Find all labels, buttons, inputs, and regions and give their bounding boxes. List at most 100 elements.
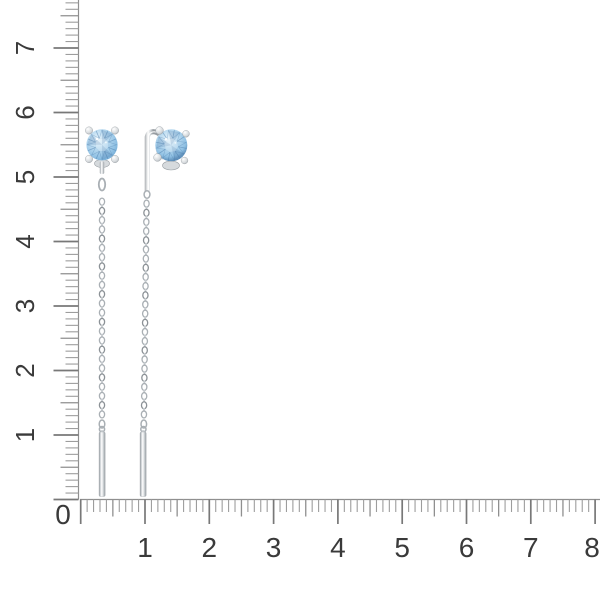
v-ruler-label-6: 6 <box>10 105 40 119</box>
chain-link <box>98 234 106 243</box>
v-ruler-label-2: 2 <box>10 363 40 377</box>
chain-link <box>98 336 106 345</box>
chain-link <box>98 299 106 308</box>
prong-ball <box>111 155 119 163</box>
chain-connector <box>143 352 146 357</box>
h-ruler-label-2: 2 <box>202 532 218 563</box>
chain-link <box>98 326 106 336</box>
chain-connector <box>101 259 103 264</box>
chain-connector <box>144 288 147 293</box>
chain-link <box>98 271 106 280</box>
chain-connector <box>101 380 103 384</box>
horizontal-ruler <box>79 498 600 524</box>
chain-link <box>98 243 106 253</box>
chain-link <box>143 217 150 227</box>
chain-connector <box>144 279 147 284</box>
chain-connector <box>144 316 147 321</box>
chain-connector <box>144 261 147 266</box>
chain-link <box>142 236 150 245</box>
left-chain-end-link <box>98 419 106 429</box>
chain-link <box>98 197 106 206</box>
h-ruler-label-6: 6 <box>459 532 475 563</box>
chain-connector <box>101 352 103 357</box>
right-hook-link <box>143 189 151 200</box>
chain-link <box>141 327 149 337</box>
chain-connector <box>144 297 147 302</box>
ruler-origin-label: 0 <box>55 499 71 530</box>
prong-ball <box>180 156 189 165</box>
chain-link <box>98 373 106 382</box>
chain-link <box>98 308 106 317</box>
prong-ball <box>85 155 93 163</box>
prong-ball <box>85 126 93 135</box>
chain-connector <box>101 232 103 236</box>
h-ruler-label-3: 3 <box>266 532 282 563</box>
right-earring-prongs <box>153 126 190 165</box>
chain-link <box>142 263 150 272</box>
chain-link <box>142 291 149 300</box>
v-ruler-label-1: 1 <box>10 428 40 442</box>
chain-connector <box>143 362 146 366</box>
chain-connector <box>143 407 145 412</box>
chain-link <box>98 354 106 364</box>
chain-link <box>143 199 150 208</box>
right-earring-basket-base <box>162 160 180 171</box>
prong-ball <box>153 153 162 162</box>
chain-link <box>98 391 106 401</box>
chain-link <box>141 382 148 392</box>
chain-connector <box>101 222 103 227</box>
chain-link <box>141 364 148 373</box>
chain-connector <box>101 370 103 375</box>
chain-connector <box>101 343 103 347</box>
chain-link <box>142 281 149 291</box>
chain-link <box>98 215 106 225</box>
h-ruler-label-5: 5 <box>394 532 410 563</box>
right-chain-end-link <box>140 419 148 429</box>
chain-connector <box>145 224 148 229</box>
right-earring-gemstone <box>155 129 188 162</box>
chain-link <box>140 401 148 410</box>
right-earring <box>139 126 190 497</box>
h-ruler-label-7: 7 <box>523 532 539 563</box>
chain-link <box>142 226 150 236</box>
chain-connector <box>144 307 147 311</box>
v-ruler-label-3: 3 <box>10 299 40 313</box>
left-earring-chain <box>98 197 106 419</box>
chain-link <box>98 382 106 391</box>
chain-link <box>141 346 148 355</box>
chain-link <box>98 410 106 419</box>
chain-connector <box>145 233 148 238</box>
v-ruler-label-4: 4 <box>10 234 40 248</box>
chain-link <box>141 336 149 346</box>
chain-connector <box>143 371 146 376</box>
v-ruler-label-5: 5 <box>10 170 40 184</box>
v-ruler-label-7: 7 <box>10 41 40 55</box>
h-ruler-label-1: 1 <box>137 532 153 563</box>
chain-connector <box>101 398 103 403</box>
chain-connector <box>101 269 103 273</box>
chain-link <box>141 309 149 318</box>
chain-link <box>98 400 106 410</box>
chain-connector <box>101 407 103 412</box>
chain-link <box>142 272 149 282</box>
chain-connector <box>101 333 103 338</box>
chain-connector <box>101 204 103 209</box>
prong-ball <box>155 126 164 135</box>
chain-link <box>98 206 106 216</box>
chain-connector <box>145 215 148 220</box>
vertical-ruler <box>53 0 80 501</box>
chain-connector <box>144 334 146 339</box>
chain-link <box>98 363 106 373</box>
left-earring <box>85 126 119 497</box>
chain-connector <box>145 242 147 247</box>
chain-connector <box>145 252 147 256</box>
chain-connector <box>101 315 103 320</box>
right-gemstone-facets <box>156 130 187 161</box>
right-earring-chain <box>140 199 150 419</box>
chain-connector <box>101 306 103 310</box>
h-ruler-label-8: 8 <box>584 532 600 563</box>
chain-link <box>141 318 149 327</box>
left-earring-gemstone <box>86 129 118 161</box>
